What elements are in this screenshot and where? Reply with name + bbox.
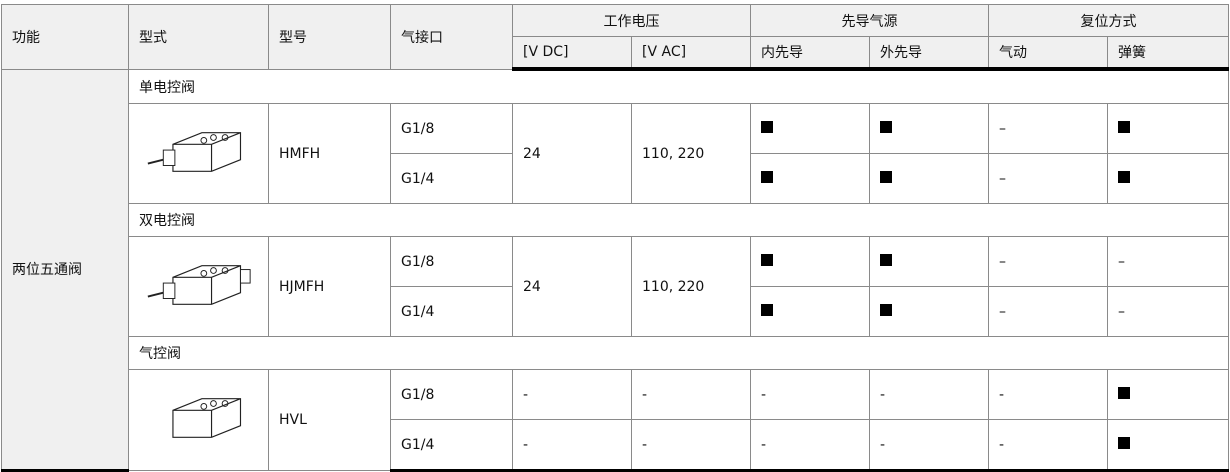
cell-sections.2.rows.1.vac: - — [631, 419, 751, 472]
cell-sections.1.rows.0.int — [750, 236, 870, 287]
double-solenoid-valve-image — [147, 264, 251, 305]
port-cell: G1/4 — [390, 286, 513, 337]
filled-square-icon — [880, 120, 892, 133]
port-cell: G1/4 — [390, 153, 513, 204]
header-reset-spring: 弹簧 — [1107, 36, 1229, 71]
filled-square-icon — [761, 170, 773, 183]
table-row: G1/4- - - - - — [2, 419, 1229, 472]
vdc-cell: 24 — [512, 103, 632, 204]
section-title: 气控阀 — [128, 336, 1229, 370]
section-title: 双电控阀 — [128, 203, 1229, 237]
model-cell: HMFH — [268, 103, 391, 204]
header-pilot: 先导气源 — [750, 4, 989, 37]
valve-spec-table: 功能 型式 型号 气接口 工作电压 先导气源 复位方式 [V DC] [V AC… — [1, 4, 1229, 472]
table-row: HVL G1/8- - - - - — [2, 369, 1229, 471]
vdc-cell: 24 — [512, 236, 632, 337]
section-title: 单电控阀 — [128, 68, 1229, 104]
cell-sections.2.rows.1.vdc: - — [512, 419, 632, 472]
port-cell: G1/8 — [390, 236, 513, 287]
cell-sections.2.rows.1.spring — [1107, 419, 1229, 472]
cell-sections.0.rows.1.spring — [1107, 153, 1229, 204]
type-image-cell — [128, 236, 269, 337]
cell-sections.1.rows.1.ext — [869, 286, 989, 337]
header-reset-air: 气动 — [988, 36, 1108, 71]
cell-sections.2.rows.1.ext: - — [869, 419, 989, 472]
header-vdc: [V DC] — [512, 36, 632, 71]
cell-sections.1.rows.1.air: – — [988, 286, 1108, 337]
type-image-cell — [128, 103, 269, 204]
filled-square-icon — [1118, 170, 1130, 183]
filled-square-icon — [1118, 120, 1130, 133]
table-row: HMFH G1/8 24 110, 220 – — [2, 103, 1229, 204]
header-port: 气接口 — [390, 4, 513, 70]
filled-square-icon — [1118, 436, 1130, 449]
header-type: 型式 — [128, 4, 269, 70]
vac-cell: 110, 220 — [631, 236, 751, 337]
port-cell: G1/4 — [390, 419, 513, 472]
header-function: 功能 — [1, 4, 129, 70]
filled-square-icon — [761, 303, 773, 316]
cell-sections.0.rows.0.int — [750, 103, 870, 154]
vac-cell: 110, 220 — [631, 103, 751, 204]
cell-sections.2.rows.0.vac: - — [631, 369, 751, 420]
cell-sections.0.rows.0.air: – — [988, 103, 1108, 154]
cell-sections.2.rows.0.int: - — [750, 369, 870, 420]
cell-sections.1.rows.0.ext — [869, 236, 989, 287]
cell-sections.0.rows.1.int — [750, 153, 870, 204]
filled-square-icon — [880, 253, 892, 266]
cell-sections.1.rows.0.spring: – — [1107, 236, 1229, 287]
cell-sections.1.rows.1.spring: – — [1107, 286, 1229, 337]
cell-sections.2.rows.0.vdc: - — [512, 369, 632, 420]
pneumatic-valve-image — [171, 398, 241, 438]
cell-sections.2.rows.1.int: - — [750, 419, 870, 472]
model-cell: HVL — [268, 369, 391, 471]
function-cell: 两位五通阀 — [1, 68, 129, 472]
port-cell: G1/8 — [390, 369, 513, 420]
cell-sections.2.rows.0.spring — [1107, 369, 1229, 420]
table-row: HJMFH G1/8 24 110, 220 – – — [2, 236, 1229, 337]
cell-sections.1.rows.1.int — [750, 286, 870, 337]
filled-square-icon — [880, 303, 892, 316]
cell-sections.2.rows.0.air: - — [988, 369, 1108, 420]
cell-sections.0.rows.1.air: – — [988, 153, 1108, 204]
cell-sections.0.rows.0.spring — [1107, 103, 1229, 154]
header-pilot-int: 内先导 — [750, 36, 870, 71]
filled-square-icon — [1118, 386, 1130, 399]
filled-square-icon — [761, 253, 773, 266]
header-reset: 复位方式 — [988, 4, 1229, 37]
cell-sections.2.rows.0.ext: - — [869, 369, 989, 420]
model-cell: HJMFH — [268, 236, 391, 337]
cell-sections.0.rows.0.ext — [869, 103, 989, 154]
header-model: 型号 — [268, 4, 391, 70]
filled-square-icon — [880, 170, 892, 183]
header-vac: [V AC] — [631, 36, 751, 71]
type-image-cell — [128, 369, 269, 471]
port-cell: G1/8 — [390, 103, 513, 154]
filled-square-icon — [761, 120, 773, 133]
header-voltage: 工作电压 — [512, 4, 751, 37]
single-solenoid-valve-image — [147, 131, 241, 172]
cell-sections.2.rows.1.air: - — [988, 419, 1108, 472]
cell-sections.1.rows.0.air: – — [988, 236, 1108, 287]
cell-sections.0.rows.1.ext — [869, 153, 989, 204]
header-pilot-ext: 外先导 — [869, 36, 989, 71]
